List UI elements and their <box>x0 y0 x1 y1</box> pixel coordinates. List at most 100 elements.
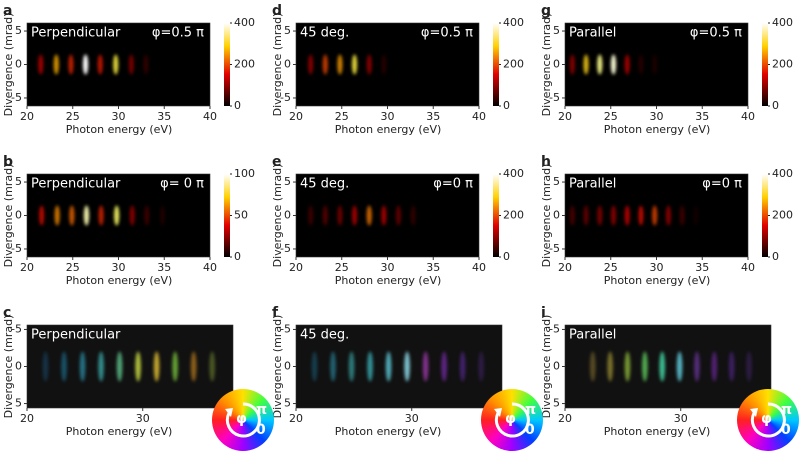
x-tick-label: 40 <box>203 110 217 123</box>
x-axis-label: Photon energy (eV) <box>66 425 173 438</box>
harmonic-peak <box>624 351 631 382</box>
x-tick-label: 20 <box>289 110 303 123</box>
harmonic-peak <box>144 205 150 226</box>
colorbar-tick-label: 0 <box>503 250 510 263</box>
harmonic-peak <box>638 54 644 75</box>
x-tick-label: 25 <box>66 110 80 123</box>
y-axis-label: Divergence (mrad) <box>540 315 553 419</box>
x-tick-label: 40 <box>741 110 755 123</box>
panel-letter: e <box>272 154 282 170</box>
wheel-label: π <box>525 402 537 418</box>
colorbar-tick-label: 400 <box>503 16 524 29</box>
phase-label: φ=0.5 π <box>152 26 204 41</box>
y-tick-label: 5 <box>15 175 22 188</box>
harmonic-peak <box>569 54 575 75</box>
y-tick-label: 5 <box>284 397 291 410</box>
x-tick-label: 30 <box>112 261 126 274</box>
harmonic-peak <box>114 205 120 226</box>
harmonic-peak <box>583 205 589 226</box>
harmonic-peak <box>153 351 160 382</box>
harmonic-peak <box>190 351 197 382</box>
x-tick-label: 20 <box>558 261 572 274</box>
y-axis-label: Divergence (mrad) <box>540 164 553 268</box>
harmonic-peak <box>322 54 328 75</box>
harmonic-peak <box>79 351 86 382</box>
harmonic-peak <box>38 54 44 75</box>
y-tick-label: -5 <box>280 91 291 104</box>
wheel-label: 0 <box>256 422 266 438</box>
y-tick-label: -5 <box>549 91 560 104</box>
harmonic-peak <box>53 54 59 75</box>
y-tick-label: -5 <box>11 91 22 104</box>
harmonic-peak <box>569 205 575 226</box>
panel-title: Perpendicular <box>31 328 121 343</box>
wheel-label: φ <box>761 411 772 427</box>
y-tick-label: 0 <box>15 360 22 373</box>
y-tick-label: 0 <box>15 58 22 71</box>
colorbar <box>224 23 230 106</box>
y-axis-label: Divergence (mrad) <box>2 13 15 117</box>
panel-title: Parallel <box>569 177 616 192</box>
x-tick-label: 20 <box>289 261 303 274</box>
x-tick-label: 20 <box>558 110 572 123</box>
colorbar <box>762 174 768 257</box>
harmonic-peak <box>98 205 104 226</box>
x-tick-label: 40 <box>203 261 217 274</box>
x-tick-label: 30 <box>405 412 419 425</box>
harmonic-peak <box>652 205 658 226</box>
harmonic-peak <box>82 54 89 75</box>
harmonic-peak <box>395 205 402 226</box>
x-axis-label: Photon energy (eV) <box>66 274 173 287</box>
panel-letter: f <box>272 305 279 321</box>
harmonic-peak <box>116 351 123 382</box>
x-tick-label: 30 <box>650 110 664 123</box>
colorbar <box>224 174 230 257</box>
harmonic-peak <box>143 54 149 75</box>
harmonic-peak <box>728 351 735 382</box>
x-tick-label: 20 <box>289 412 303 425</box>
harmonic-peak <box>351 205 358 226</box>
y-tick-label: 0 <box>553 209 560 222</box>
y-tick-label: -5 <box>549 322 560 335</box>
harmonic-peak <box>322 205 328 226</box>
harmonic-peak <box>311 351 318 382</box>
x-tick-label: 35 <box>695 110 709 123</box>
panel-title: Parallel <box>569 328 616 343</box>
wheel-label: 0 <box>525 422 535 438</box>
harmonic-peak <box>589 351 596 382</box>
y-tick-label: -5 <box>280 242 291 255</box>
harmonic-peak <box>711 351 718 382</box>
x-tick-label: 30 <box>136 412 150 425</box>
panel-title: 45 deg. <box>300 328 349 343</box>
harmonic-peak <box>97 54 103 75</box>
harmonic-peak <box>478 351 484 382</box>
x-tick-label: 20 <box>558 412 572 425</box>
y-tick-label: 0 <box>284 360 291 373</box>
x-tick-label: 25 <box>66 261 80 274</box>
colorbar-tick-label: 400 <box>234 16 255 29</box>
harmonic-peak <box>128 54 134 75</box>
x-axis-label: Photon energy (eV) <box>335 274 442 287</box>
harmonic-peak <box>308 205 314 226</box>
harmonic-peak <box>351 54 358 75</box>
panel-letter: c <box>3 305 11 321</box>
wheel-label: π <box>781 402 793 418</box>
y-tick-label: 0 <box>284 209 291 222</box>
panel-title: 45 deg. <box>300 26 349 41</box>
harmonic-peak <box>642 351 648 382</box>
x-tick-label: 35 <box>695 261 709 274</box>
wheel-arrow <box>225 402 261 438</box>
y-axis-label: Divergence (mrad) <box>271 164 284 268</box>
harmonic-peak <box>676 351 683 382</box>
harmonic-peak <box>441 351 447 382</box>
phase-label: φ=0.5 π <box>690 26 742 41</box>
harmonic-peak <box>746 351 752 382</box>
panel-title: Perpendicular <box>31 177 121 192</box>
harmonic-peak <box>679 205 685 226</box>
colorbar-tick-label: 200 <box>772 58 793 71</box>
y-tick-label: 0 <box>15 209 22 222</box>
x-axis-label: Photon energy (eV) <box>335 123 442 136</box>
panel-letter: i <box>541 305 546 321</box>
harmonic-peak <box>98 351 104 382</box>
x-tick-label: 35 <box>157 110 171 123</box>
